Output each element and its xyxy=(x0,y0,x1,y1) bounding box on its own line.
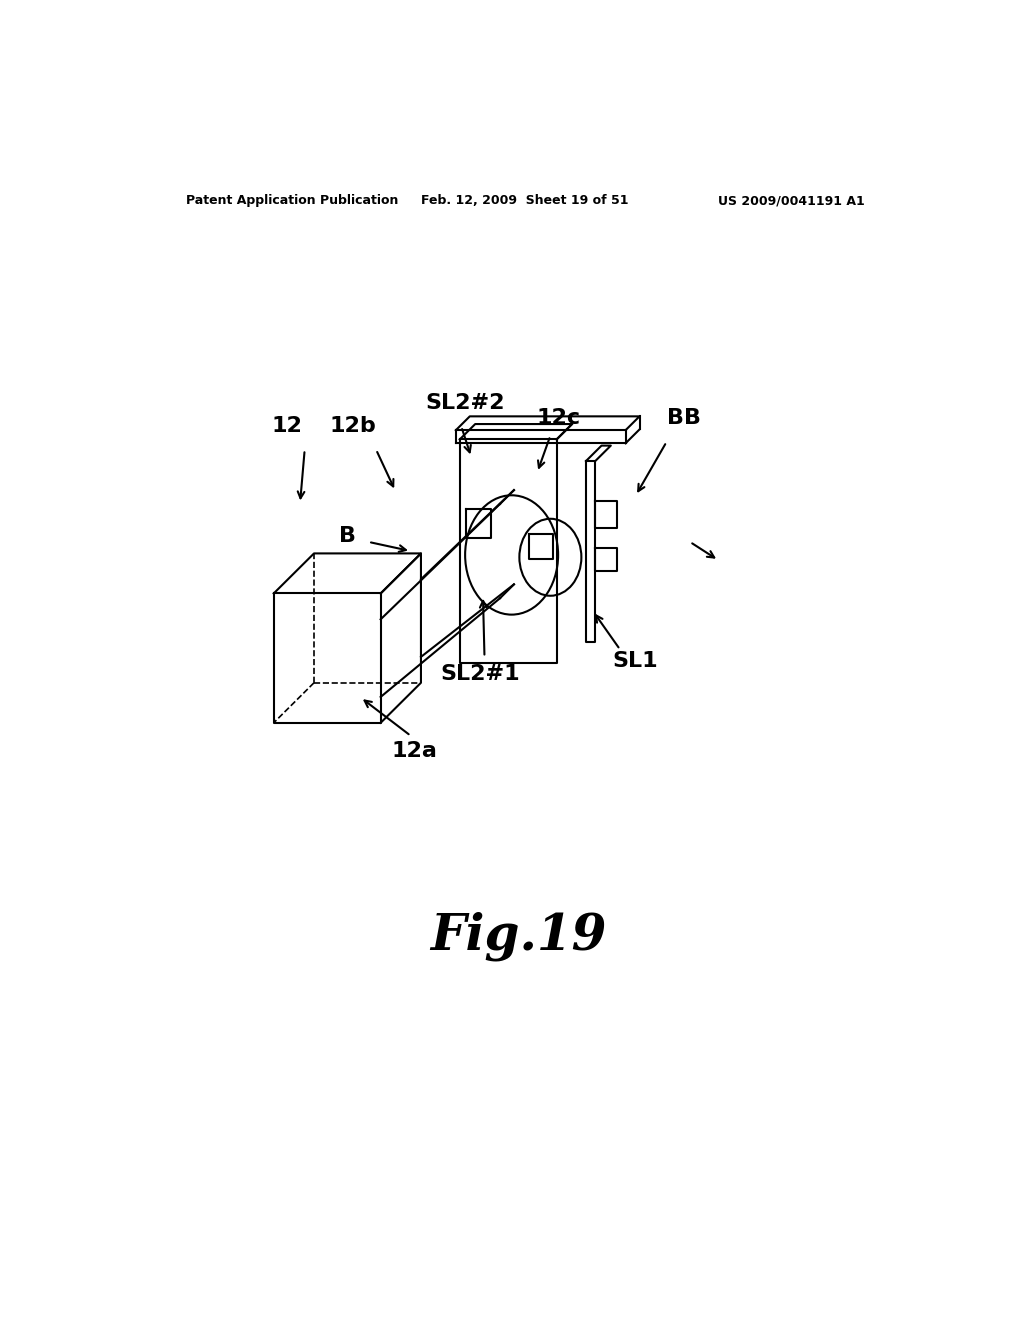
Text: 12c: 12c xyxy=(536,408,581,428)
Text: B: B xyxy=(339,525,355,546)
Text: SL1: SL1 xyxy=(612,651,658,671)
Text: 12: 12 xyxy=(271,416,302,436)
Text: SL2#1: SL2#1 xyxy=(440,664,520,685)
Text: SL2#2: SL2#2 xyxy=(425,392,505,413)
Text: 12b: 12b xyxy=(330,416,376,436)
Text: Fig.19: Fig.19 xyxy=(430,911,606,961)
Text: Patent Application Publication: Patent Application Publication xyxy=(186,194,398,207)
Text: BB: BB xyxy=(668,408,701,428)
Text: Feb. 12, 2009  Sheet 19 of 51: Feb. 12, 2009 Sheet 19 of 51 xyxy=(421,194,629,207)
Text: 12a: 12a xyxy=(392,742,437,762)
Text: US 2009/0041191 A1: US 2009/0041191 A1 xyxy=(718,194,864,207)
